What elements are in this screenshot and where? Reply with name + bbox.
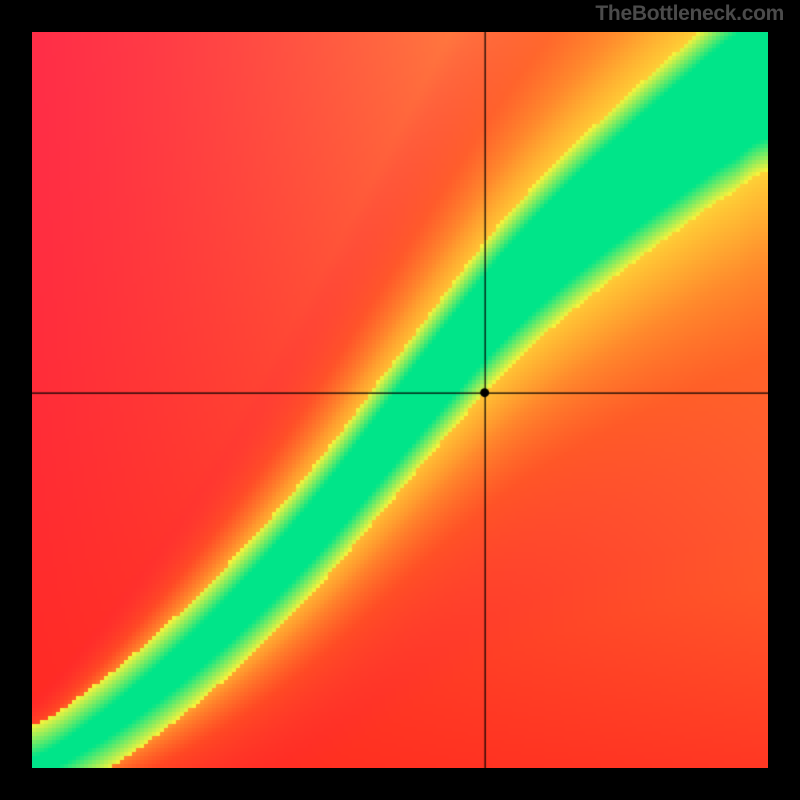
bottleneck-heatmap [32,32,768,768]
watermark-text: TheBottleneck.com [595,2,784,26]
chart-container: TheBottleneck.com [0,0,800,800]
